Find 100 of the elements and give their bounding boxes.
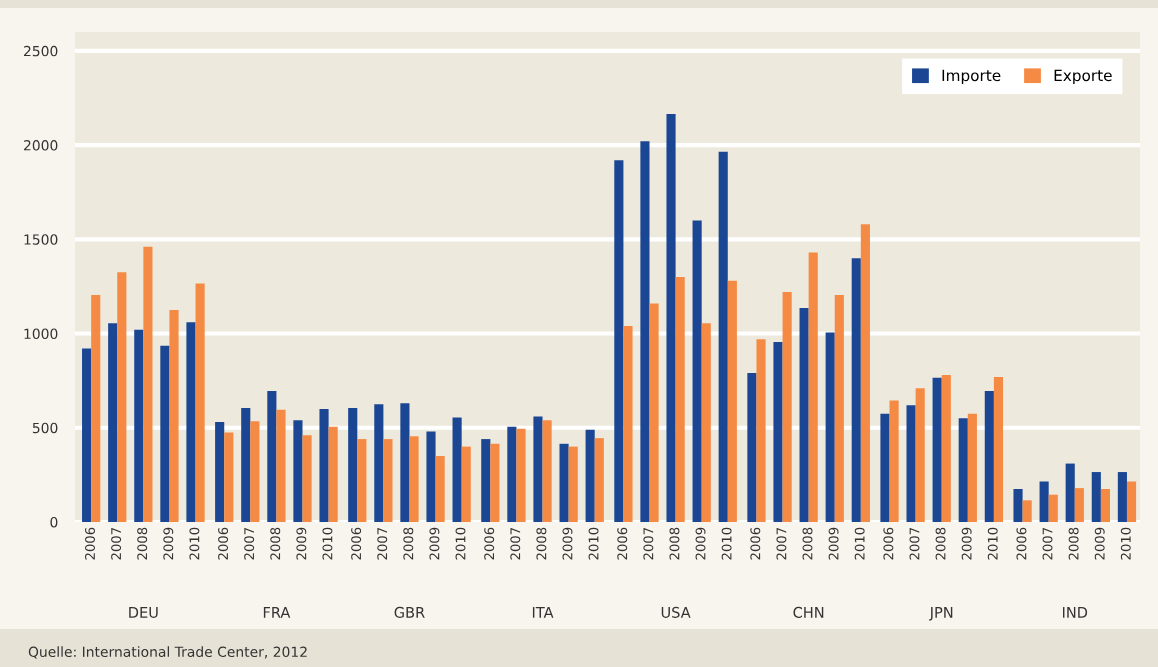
- bar: [374, 404, 384, 522]
- bar: [1091, 472, 1101, 522]
- x-tick-label: 2007: [643, 527, 654, 560]
- bar: [782, 292, 792, 522]
- bar: [932, 377, 942, 522]
- y-tick-label: 0: [50, 516, 58, 528]
- bar: [533, 416, 543, 522]
- bar: [559, 443, 569, 522]
- text: DEU: [129, 607, 158, 618]
- x-tick-label: 2007: [244, 527, 255, 560]
- bar: [452, 417, 462, 522]
- bar: [834, 294, 844, 522]
- x-tick-label: 2010: [189, 527, 200, 560]
- bar: [426, 431, 436, 522]
- bar: [91, 294, 101, 522]
- bar: [357, 439, 367, 522]
- x-tick-label: 2007: [909, 527, 920, 560]
- bar: [348, 407, 358, 522]
- bar: [186, 322, 196, 522]
- bar: [773, 342, 783, 522]
- y-tick-label: 2000: [24, 140, 58, 151]
- bar: [675, 277, 685, 522]
- x-tick-label: 2006: [750, 527, 761, 560]
- bar: [585, 429, 595, 522]
- bar: [906, 405, 916, 522]
- x-tick-label: 2007: [111, 527, 122, 560]
- bar: [108, 323, 118, 522]
- bar: [666, 113, 676, 522]
- bar: [984, 391, 994, 522]
- bar: [1039, 481, 1049, 522]
- x-tick-label: 2009: [562, 527, 573, 560]
- bar: [400, 403, 410, 522]
- bar: [435, 456, 445, 522]
- bar: [747, 373, 757, 522]
- text: USA: [661, 606, 691, 618]
- bar: [808, 252, 818, 522]
- bar: [169, 309, 179, 522]
- bar: [941, 375, 951, 522]
- bar: [1048, 494, 1058, 522]
- x-tick-label: 2010: [987, 527, 998, 560]
- y-tick-label: 500: [32, 422, 58, 434]
- bar: [701, 323, 711, 522]
- bar: [481, 439, 491, 522]
- text: JPN: [928, 607, 953, 621]
- bar: [958, 418, 968, 522]
- x-tick-label: 2008: [137, 527, 148, 560]
- bar: [143, 246, 153, 522]
- x-tick-label: 2009: [429, 527, 440, 560]
- x-tick-label: 2008: [536, 527, 547, 560]
- bar: [1065, 463, 1075, 522]
- text: GBR: [394, 606, 425, 618]
- y-tick-label: 1500: [24, 234, 58, 245]
- legend-label: Exporte: [1054, 69, 1112, 85]
- text: FRA: [263, 607, 291, 618]
- y-tick-label: 2500: [24, 45, 58, 57]
- text: CHN: [793, 606, 824, 618]
- bar: [250, 421, 260, 522]
- bar: [195, 283, 205, 522]
- x-tick-label: 2008: [802, 527, 813, 560]
- bar: [490, 443, 500, 522]
- bar: [267, 391, 277, 522]
- bar: [224, 432, 234, 522]
- x-tick-label: 2009: [163, 527, 174, 560]
- bar: [215, 422, 225, 522]
- x-tick-label: 2008: [935, 527, 946, 560]
- x-tick-label: 2009: [828, 527, 839, 560]
- bar: [1100, 489, 1110, 522]
- bar: [614, 160, 624, 522]
- bar: [915, 388, 925, 522]
- x-tick-label: 2007: [1042, 527, 1053, 560]
- x-tick-label: 2006: [617, 527, 628, 560]
- x-tick-label: 2007: [776, 527, 787, 560]
- bar: [542, 420, 552, 522]
- x-tick-label: 2010: [455, 527, 466, 560]
- x-tick-label: 2007: [377, 527, 388, 560]
- source-note: Quelle: International Trade Center, 2012: [28, 646, 307, 659]
- bar: [623, 326, 633, 522]
- x-tick-label: 2007: [510, 527, 521, 560]
- x-tick-label: 2010: [854, 527, 865, 560]
- bar: [727, 280, 737, 522]
- bar: [117, 272, 127, 522]
- bar: [825, 332, 835, 522]
- bar: [241, 407, 251, 522]
- x-tick-label: 2008: [1068, 527, 1079, 560]
- bar: [507, 426, 517, 522]
- bar: [993, 376, 1004, 522]
- legend-label: Importe: [942, 69, 1001, 85]
- x-tick-label: 2009: [695, 527, 706, 560]
- x-tick-label: 2006: [85, 527, 95, 560]
- x-tick-label: 2008: [669, 527, 680, 560]
- bar: [594, 438, 604, 522]
- bar: [328, 426, 338, 522]
- bar: [860, 224, 870, 522]
- bar: [461, 446, 471, 522]
- x-tick-label: 2006: [218, 527, 229, 560]
- y-tick-label: 1000: [24, 328, 58, 340]
- x-tick-label: 2008: [270, 527, 281, 560]
- bar: [880, 413, 890, 522]
- bar: [1126, 481, 1137, 522]
- bar: [889, 400, 899, 522]
